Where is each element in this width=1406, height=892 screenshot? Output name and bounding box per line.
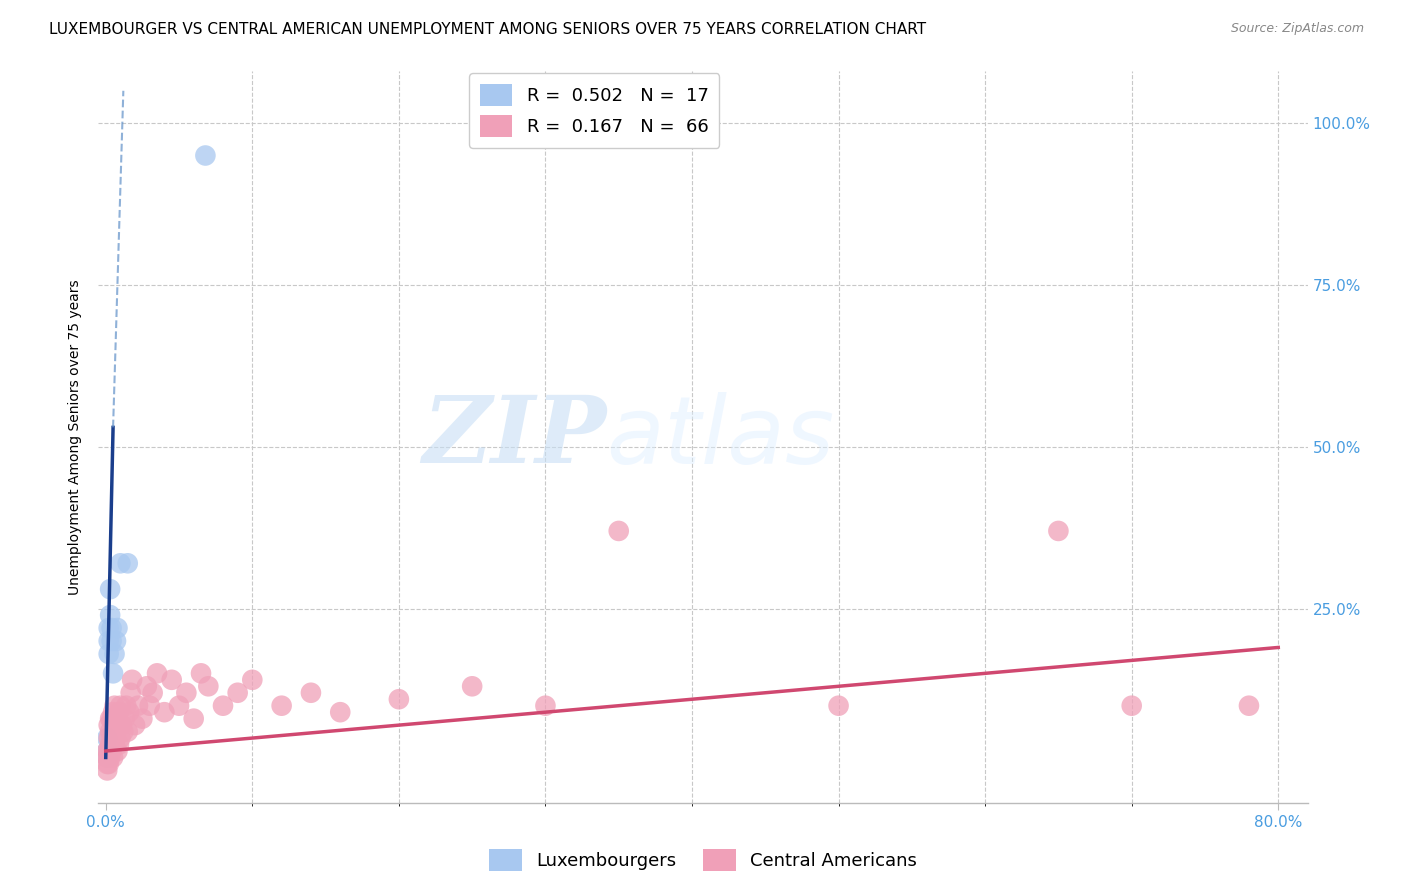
Point	[121, 673, 143, 687]
Point	[127, 698, 149, 713]
Point	[96, 750, 118, 764]
Point	[115, 698, 138, 713]
Point	[105, 731, 128, 745]
Point	[167, 698, 190, 713]
Point	[105, 712, 128, 726]
Point	[194, 148, 217, 162]
Point	[607, 524, 630, 538]
Point	[110, 731, 132, 745]
Point	[183, 712, 205, 726]
Point	[101, 750, 124, 764]
Point	[270, 698, 292, 713]
Point	[142, 686, 165, 700]
Point	[124, 718, 146, 732]
Y-axis label: Unemployment Among Seniors over 75 years: Unemployment Among Seniors over 75 years	[69, 279, 83, 595]
Point	[176, 686, 198, 700]
Point	[131, 712, 153, 726]
Point	[827, 698, 849, 713]
Point	[97, 750, 120, 764]
Point	[110, 557, 132, 571]
Point	[110, 698, 132, 713]
Point	[101, 731, 124, 745]
Point	[534, 698, 557, 713]
Point	[98, 738, 121, 752]
Point	[103, 738, 125, 752]
Point	[461, 679, 484, 693]
Point	[108, 738, 131, 752]
Point	[135, 679, 157, 693]
Point	[97, 731, 120, 745]
Point	[212, 698, 235, 713]
Point	[107, 621, 129, 635]
Point	[97, 621, 120, 635]
Point	[108, 705, 131, 719]
Text: Source: ZipAtlas.com: Source: ZipAtlas.com	[1230, 22, 1364, 36]
Point	[97, 634, 120, 648]
Point	[117, 724, 139, 739]
Point	[112, 724, 135, 739]
Point	[117, 557, 139, 571]
Point	[98, 750, 121, 764]
Point	[101, 705, 124, 719]
Point	[100, 731, 122, 745]
Point	[100, 744, 122, 758]
Point	[96, 756, 118, 771]
Point	[107, 718, 129, 732]
Point	[103, 647, 125, 661]
Point	[1121, 698, 1143, 713]
Point	[1237, 698, 1260, 713]
Point	[98, 724, 121, 739]
Point	[98, 582, 121, 597]
Point	[96, 731, 118, 745]
Text: ZIP: ZIP	[422, 392, 606, 482]
Point	[101, 666, 124, 681]
Point	[160, 673, 183, 687]
Point	[103, 718, 125, 732]
Point	[100, 634, 122, 648]
Point	[190, 666, 212, 681]
Point	[97, 744, 120, 758]
Point	[299, 686, 322, 700]
Point	[98, 712, 121, 726]
Point	[103, 698, 125, 713]
Point	[1047, 524, 1070, 538]
Point	[114, 712, 136, 726]
Legend: Luxembourgers, Central Americans: Luxembourgers, Central Americans	[482, 842, 924, 879]
Point	[138, 698, 160, 713]
Point	[329, 705, 352, 719]
Point	[118, 705, 141, 719]
Point	[153, 705, 176, 719]
Point	[97, 718, 120, 732]
Point	[96, 744, 118, 758]
Point	[146, 666, 169, 681]
Point	[105, 634, 128, 648]
Point	[388, 692, 411, 706]
Legend: R =  0.502   N =  17, R =  0.167   N =  66: R = 0.502 N = 17, R = 0.167 N = 66	[470, 73, 720, 148]
Point	[107, 744, 129, 758]
Point	[226, 686, 249, 700]
Point	[111, 718, 134, 732]
Text: atlas: atlas	[606, 392, 835, 483]
Point	[97, 756, 120, 771]
Point	[100, 712, 122, 726]
Point	[197, 679, 219, 693]
Point	[97, 647, 120, 661]
Point	[240, 673, 263, 687]
Point	[96, 744, 118, 758]
Point	[96, 764, 118, 778]
Point	[96, 750, 118, 764]
Point	[100, 621, 122, 635]
Text: LUXEMBOURGER VS CENTRAL AMERICAN UNEMPLOYMENT AMONG SENIORS OVER 75 YEARS CORREL: LUXEMBOURGER VS CENTRAL AMERICAN UNEMPLO…	[49, 22, 927, 37]
Point	[98, 608, 121, 623]
Point	[120, 686, 142, 700]
